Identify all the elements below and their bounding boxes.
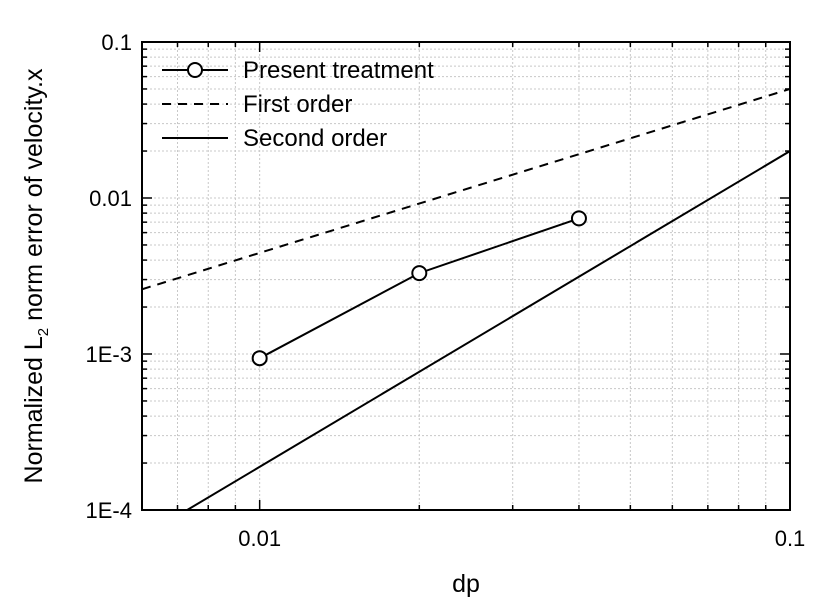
legend: Present treatment First order Second order [162, 57, 434, 152]
legend-item: Second order [162, 125, 387, 152]
series-line-second-order [186, 150, 790, 510]
series-line-first-order [142, 88, 790, 291]
y-tick-label: 1E-3 [86, 342, 132, 367]
data-point [411, 265, 428, 282]
series-layer [142, 88, 790, 510]
legend-label: Present treatment [243, 57, 434, 84]
data-point [251, 350, 268, 367]
x-axis-title: dp [452, 570, 480, 598]
x-tick-label: 0.01 [238, 526, 281, 551]
grid [141, 41, 791, 511]
plot-frame [141, 41, 791, 511]
legend-item: Present treatment [162, 57, 434, 84]
data-point [570, 210, 587, 227]
axis-ticks [141, 41, 791, 511]
legend-label: First order [243, 91, 352, 118]
y-axis-title-suffix: norm error of velocity.x [20, 68, 48, 328]
y-axis-title-subscript: 2 [35, 328, 52, 336]
y-axis-tick-labels: 1E-4 1E-3 0.01 0.1 [86, 30, 132, 523]
legend-marker [187, 62, 203, 78]
x-axis-tick-labels: 0.01 0.1 [238, 526, 805, 551]
y-tick-label: 0.1 [101, 30, 132, 55]
y-tick-label: 1E-4 [86, 498, 132, 523]
x-tick-label: 0.1 [775, 526, 806, 551]
y-tick-label: 0.01 [89, 186, 132, 211]
legend-item: First order [162, 91, 352, 118]
y-axis-title-prefix: Normalized L [20, 336, 48, 483]
y-axis-title: Normalized L2 norm error of velocity.x [20, 68, 52, 483]
legend-label: Second order [243, 125, 387, 152]
